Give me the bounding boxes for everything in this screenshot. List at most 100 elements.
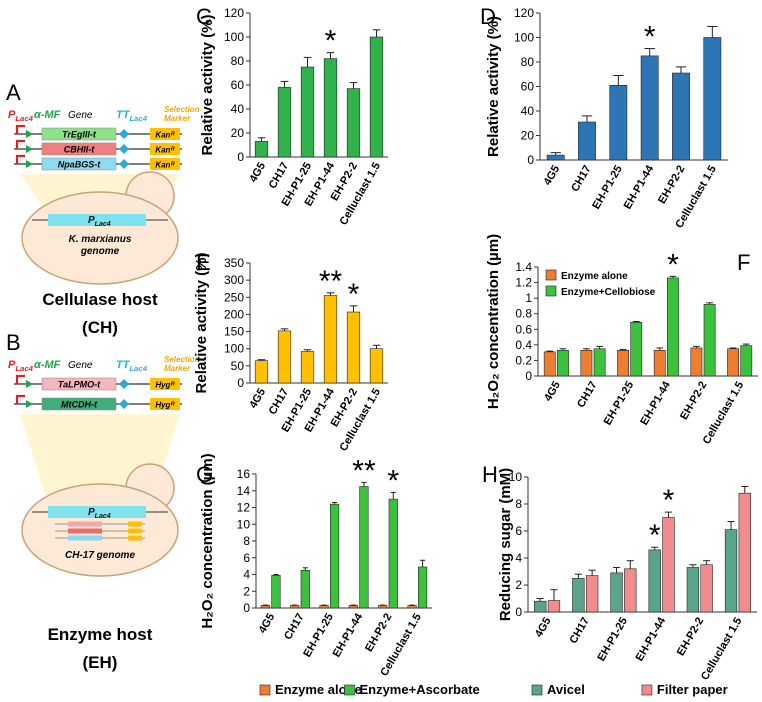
x-tick-label: EH-P2-2 <box>656 164 687 207</box>
y-tick-label: 6 <box>515 524 522 538</box>
cell-promoter-label-main: P <box>88 215 95 226</box>
y-tick-label: 120 <box>514 6 534 20</box>
x-tick-label: Celluclast 1.5 <box>699 616 745 683</box>
gene-name: CBHII-t <box>64 145 95 155</box>
error-bar <box>372 344 381 349</box>
error-bar <box>280 80 289 88</box>
y-tick-label: 200 <box>224 307 244 321</box>
error-bar <box>707 25 718 38</box>
promoter-label: PLac4 <box>8 359 34 373</box>
marker-name: Kanᴿ <box>155 161 175 170</box>
bar <box>690 347 703 377</box>
error-bar <box>349 305 358 313</box>
error-bar <box>742 343 750 346</box>
error-bar <box>574 573 582 579</box>
marker-label: Selection <box>164 105 200 114</box>
mini-gene <box>68 535 102 541</box>
y-tick-label: 4 <box>515 551 522 565</box>
y-tick-label: 300 <box>224 273 244 287</box>
cell-promoter-label-sub: Lac4 <box>95 221 111 228</box>
error-bar <box>644 48 655 56</box>
y-tick-label: 6 <box>243 551 250 565</box>
y-tick-label: 12 <box>237 501 251 515</box>
promoter-label-main: P <box>8 359 16 371</box>
bar <box>254 141 269 158</box>
gene-box <box>41 127 117 141</box>
bar <box>271 575 281 609</box>
terminator-mark <box>119 159 129 169</box>
bar <box>630 321 643 377</box>
bar <box>700 564 713 613</box>
error-bar <box>626 560 634 569</box>
x-tick-label: 4G5 <box>541 164 562 188</box>
bar <box>369 348 384 384</box>
y-tick-label: 100 <box>514 31 534 45</box>
y-axis-label: Reducing sugar (mM) <box>497 468 514 621</box>
error-bar <box>302 567 308 571</box>
y-tick-label: 150 <box>224 325 244 339</box>
mini-marker <box>128 535 142 541</box>
x-tick-label: EH-P1-44 <box>331 611 366 660</box>
panel-letter: G <box>196 462 213 487</box>
error-bar <box>651 546 659 550</box>
significance-mark: * <box>663 484 675 517</box>
marker-label: Selection <box>164 355 200 364</box>
significance-mark: ** <box>319 265 343 298</box>
error-bar <box>729 347 737 349</box>
gene-box <box>41 142 117 156</box>
error-bar <box>741 485 749 494</box>
terminator-label-sub: Lac4 <box>129 114 147 123</box>
x-tick-label: 4G5 <box>256 612 277 636</box>
bar <box>624 568 637 613</box>
x-tick-label: EH-P1-44 <box>622 163 657 212</box>
bar <box>593 348 606 377</box>
y-tick-label: 60 <box>231 78 245 92</box>
gene-name: TaLPMO-t <box>58 380 101 390</box>
gene-label: Gene <box>68 360 93 371</box>
bar <box>277 87 292 158</box>
gene-name: TrEgIII-t <box>62 130 97 140</box>
y-tick-label: 1 <box>525 291 532 305</box>
y-tick-label: 8 <box>515 497 522 511</box>
bar <box>378 605 388 609</box>
y-tick-label: 2 <box>243 584 250 598</box>
bar <box>703 37 722 161</box>
y-tick-label: 10 <box>237 517 251 531</box>
genome-label: CH-17 genome <box>65 550 135 561</box>
terminator-label-sub: Lac4 <box>129 364 147 373</box>
gene-name: MtCDH-t <box>61 400 98 410</box>
bar <box>547 600 561 613</box>
bar <box>260 605 270 609</box>
y-tick-label: 1.2 <box>515 276 532 290</box>
bar <box>546 154 565 161</box>
significance-mark: * <box>644 21 656 54</box>
bar <box>662 517 675 613</box>
y-tick-label: 16 <box>237 467 251 481</box>
bar <box>617 350 629 377</box>
y-tick-label: 250 <box>224 290 244 304</box>
signal-arrow <box>26 380 33 388</box>
host-abbr: (EH) <box>83 653 118 672</box>
bar <box>667 277 679 377</box>
mini-marker <box>128 528 142 534</box>
y-tick-label: 80 <box>231 54 245 68</box>
terminator-mark <box>119 399 129 409</box>
legend-label: Enzyme alone <box>275 682 362 697</box>
bar <box>543 351 556 377</box>
marker-label: Marker <box>164 114 191 123</box>
mini-gene <box>68 528 102 534</box>
error-bar <box>559 348 567 351</box>
marker-box <box>150 398 180 410</box>
error-bar <box>536 598 544 602</box>
bar <box>323 295 338 384</box>
error-bar <box>303 56 312 67</box>
error-bar <box>349 82 358 89</box>
cell-promoter-label-main: P <box>88 507 95 518</box>
y-tick-label: 0 <box>525 369 532 383</box>
significance-mark: * <box>348 278 360 311</box>
bar <box>254 360 269 384</box>
panel-letter: C <box>196 4 212 29</box>
error-bar <box>583 348 590 351</box>
bar <box>319 605 329 609</box>
